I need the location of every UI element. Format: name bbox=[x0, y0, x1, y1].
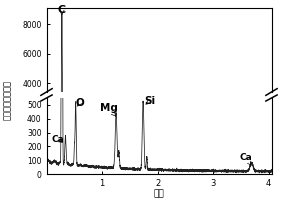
Text: O: O bbox=[76, 98, 84, 108]
Text: Ca: Ca bbox=[51, 135, 64, 144]
Text: 能量: 能量 bbox=[154, 189, 164, 198]
Text: Mg: Mg bbox=[100, 103, 118, 116]
Text: 强度（任意单位）: 强度（任意单位） bbox=[3, 80, 12, 120]
Text: Ca: Ca bbox=[239, 153, 252, 165]
Text: C: C bbox=[58, 5, 66, 15]
Text: Si: Si bbox=[144, 96, 155, 106]
